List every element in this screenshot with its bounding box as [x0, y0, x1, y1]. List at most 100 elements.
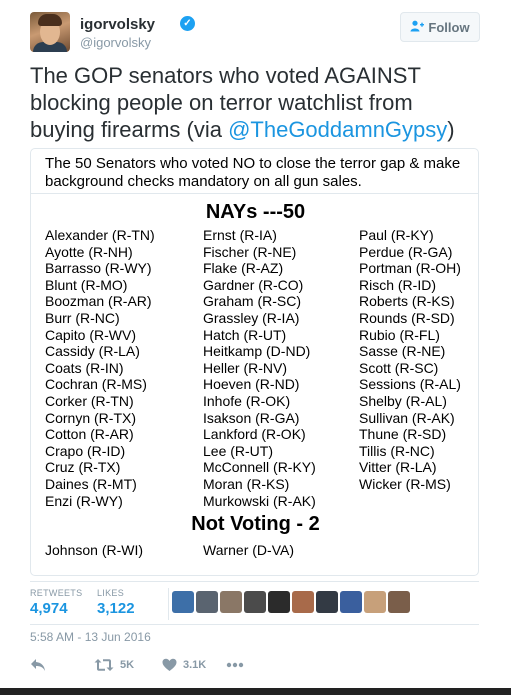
- senator-name: Cochran (R-MS): [45, 376, 147, 393]
- like-count: 3.1K: [183, 659, 207, 671]
- senator-name: Sasse (R-NE): [359, 343, 446, 360]
- senator-name: Vitter (R-LA): [359, 459, 437, 476]
- senator-name: Fischer (R-NE): [203, 243, 297, 260]
- stats-divider-top: [30, 581, 479, 582]
- senator-name: Lankford (R-OK): [203, 426, 306, 443]
- reply-button[interactable]: [30, 656, 46, 674]
- senator-name: McConnell (R-KY): [203, 459, 316, 476]
- liker-avatar[interactable]: [172, 591, 194, 613]
- senator-name: Cassidy (R-LA): [45, 343, 140, 360]
- senator-name: Crapo (R-ID): [45, 442, 126, 459]
- not-voting-heading: Not Voting - 2: [191, 513, 320, 535]
- more-dots-icon: [226, 662, 244, 668]
- stats-vertical-divider: [168, 588, 169, 620]
- senator-name: Roberts (R-KS): [359, 293, 455, 310]
- mention-link[interactable]: @TheGoddamnGypsy: [228, 117, 448, 142]
- tweet-image[interactable]: The 50 Senators who voted NO to close th…: [30, 148, 479, 576]
- senator-name: Enzi (R-WY): [45, 492, 123, 509]
- senator-name: Flake (R-AZ): [203, 260, 284, 277]
- liker-avatar[interactable]: [244, 591, 266, 613]
- senator-name: Graham (R-SC): [203, 293, 302, 310]
- senator-name: Shelby (R-AL): [359, 392, 447, 409]
- avatar-shirt: [33, 42, 67, 52]
- add-user-icon: [410, 20, 425, 35]
- senator-name: Barrasso (R-WY): [45, 260, 152, 277]
- tweet-header: igorvolsky ✓ @igorvolsky Follow: [30, 12, 482, 54]
- senator-column-3: Paul (R-KY) Perdue (R-GA) Portman (R-OH) Ri…: [359, 227, 461, 493]
- senator-column-1: Alexander (R-TN) Ayotte (R-NH) Barrasso (R…: [45, 227, 155, 509]
- more-button[interactable]: [226, 656, 244, 674]
- like-button[interactable]: 3.1K: [162, 656, 206, 674]
- liker-avatar[interactable]: [196, 591, 218, 613]
- retweets-label: RETWEETS: [30, 588, 83, 598]
- senator-name: Isakson (R-GA): [203, 409, 300, 426]
- retweets-count: 4,974: [30, 600, 68, 617]
- senator-name: Portman (R-OH): [359, 260, 461, 277]
- senator-name: Thune (R-SD): [359, 426, 447, 443]
- senator-column-2: Ernst (R-IA) Fischer (R-NE) Flake (R-AZ) Ga…: [203, 227, 316, 509]
- senator-name: Blunt (R-MO): [45, 276, 128, 293]
- senator-name: Heller (R-NV): [203, 359, 287, 376]
- senator-name: Sessions (R-AL): [359, 376, 461, 393]
- retweets-stat[interactable]: RETWEETS 4,974: [30, 588, 82, 617]
- reply-icon: [30, 658, 46, 672]
- liker-avatar[interactable]: [316, 591, 338, 613]
- verified-badge-icon: ✓: [180, 16, 195, 31]
- senator-name: Hatch (R-UT): [203, 326, 287, 343]
- senator-name: Capito (R-WV): [45, 326, 137, 343]
- follow-button-label: Follow: [428, 19, 470, 35]
- avatar-hair: [38, 14, 62, 26]
- tweet-text-end: ): [447, 117, 455, 142]
- senator-name: Burr (R-NC): [45, 309, 120, 326]
- avatar[interactable]: [30, 12, 70, 52]
- likes-stat[interactable]: LIKES 3,122: [97, 588, 135, 617]
- senator-name: Cornyn (R-TX): [45, 409, 137, 426]
- senator-name: Perdue (R-GA): [359, 243, 453, 260]
- senator-name: Alexander (R-TN): [45, 227, 155, 243]
- liker-avatar[interactable]: [364, 591, 386, 613]
- senator-name: Inhofe (R-OK): [203, 392, 291, 409]
- page-bottom-edge: [0, 688, 511, 695]
- tweet-text-body: The GOP senators who voted AGAINST block…: [30, 63, 421, 142]
- follow-button[interactable]: Follow: [400, 12, 480, 42]
- senator-name: Sullivan (R-AK): [359, 409, 455, 426]
- senator-name: Ayotte (R-NH): [45, 243, 133, 260]
- senator-name: Ernst (R-IA): [203, 227, 277, 243]
- retweet-count: 5K: [120, 659, 135, 671]
- liker-avatar[interactable]: [220, 591, 242, 613]
- senator-name: Murkowski (R-AK): [203, 492, 316, 509]
- senator-name: Tillis (R-NC): [359, 442, 435, 459]
- liker-avatar[interactable]: [340, 591, 362, 613]
- not-voting-item: Johnson (R-WI): [45, 542, 144, 558]
- senator-name: Daines (R-MT): [45, 475, 137, 492]
- tweet-timestamp[interactable]: 5:58 AM - 13 Jun 2016: [30, 630, 151, 644]
- senator-name: Scott (R-SC): [359, 359, 439, 376]
- senator-name: Paul (R-KY): [359, 227, 434, 243]
- liker-avatar[interactable]: [268, 591, 290, 613]
- senator-name: Cotton (R-AR): [45, 426, 134, 443]
- senator-name: Wicker (R-MS): [359, 475, 451, 492]
- senator-name: Grassley (R-IA): [203, 309, 300, 326]
- senator-name: Corker (R-TN): [45, 392, 134, 409]
- heart-icon: [162, 658, 177, 672]
- user-name[interactable]: igorvolsky: [80, 16, 156, 33]
- retweet-button[interactable]: 5K: [94, 656, 134, 674]
- tweet-text: The GOP senators who voted AGAINST block…: [30, 62, 482, 143]
- nays-heading: NAYs ---50: [205, 201, 306, 223]
- senator-name: Gardner (R-CO): [203, 276, 304, 293]
- senator-name: Boozman (R-AR): [45, 293, 152, 310]
- senator-name: Risch (R-ID): [359, 276, 436, 293]
- caption-divider: [31, 193, 478, 194]
- liker-avatar[interactable]: [388, 591, 410, 613]
- senator-name: Cruz (R-TX): [45, 459, 121, 476]
- liker-avatar[interactable]: [292, 591, 314, 613]
- senator-name: Rounds (R-SD): [359, 309, 455, 326]
- senator-name: Coats (R-IN): [45, 359, 124, 376]
- likes-label: LIKES: [97, 588, 125, 598]
- image-caption: The 50 Senators who voted NO to close th…: [45, 155, 461, 190]
- user-handle[interactable]: @igorvolsky: [80, 35, 151, 50]
- senator-name: Hoeven (R-ND): [203, 376, 300, 393]
- senator-name: Moran (R-KS): [203, 475, 290, 492]
- retweet-icon: [94, 658, 114, 672]
